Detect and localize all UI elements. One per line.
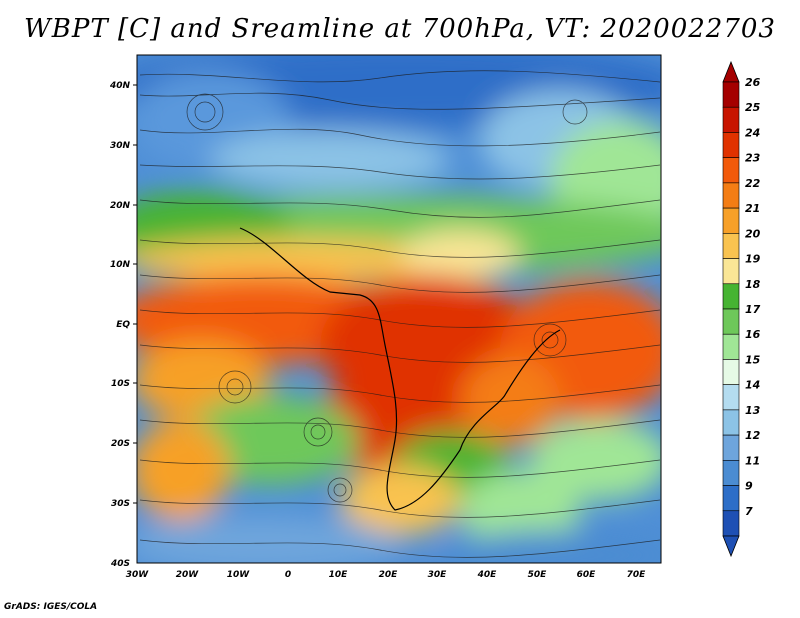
coastline: [239, 227, 561, 511]
lon-label: 10W: [227, 570, 251, 580]
colorbar-box: [722, 359, 740, 385]
lat-label: EQ: [116, 320, 130, 330]
colorbar-label: 23: [745, 152, 761, 165]
lon-label: 70E: [627, 570, 647, 580]
colorbar-label: 9: [745, 480, 753, 493]
colorbar-label: 19: [745, 253, 761, 266]
colorbar-box: [722, 510, 740, 537]
lon-label: 20W: [176, 570, 200, 580]
plot-frame: [136, 54, 662, 564]
colorbar-box: [722, 233, 740, 259]
colorbar-box: [722, 409, 740, 436]
colorbar-top-arrow: [722, 60, 740, 83]
colorbar-box: [722, 207, 740, 234]
colorbar-label: 24: [745, 126, 760, 139]
colorbar-box: [722, 460, 740, 486]
colorbar-box: [722, 308, 740, 335]
lon-label: 60E: [577, 570, 597, 580]
colorbar-boxes: [722, 81, 740, 537]
colorbar-box: [722, 106, 740, 133]
latitude-labels: 40N 30N 20N 10N EQ 10S 20S 30S 40S: [109, 81, 131, 569]
lat-label: 20S: [111, 439, 130, 449]
map-title: WBPT [C] and Sreamline at 700hPa, VT: 20…: [24, 14, 776, 44]
colorbar-box: [722, 333, 740, 360]
colorbar-label: 21: [745, 202, 760, 215]
colorbar-label: 13: [745, 404, 761, 417]
colorbar-box: [722, 434, 740, 461]
colorbar-label: 18: [745, 278, 761, 291]
lat-label: 40N: [109, 81, 131, 91]
colorbar-box: [722, 283, 740, 310]
lon-label: 0: [285, 570, 291, 580]
colorbar-box: [722, 258, 740, 285]
colorbar-label: 17: [745, 303, 761, 316]
colorbar-box: [722, 132, 740, 158]
colorbar-label: 22: [745, 177, 761, 190]
lon-label: 30W: [126, 570, 150, 580]
longitude-labels: 30W 20W 10W 0 10E 20E 30E 40E 50E 60E 70…: [126, 570, 646, 580]
colorbar-label: 11: [745, 454, 760, 467]
lon-label: 50E: [528, 570, 548, 580]
colorbar-box: [722, 157, 740, 184]
colorbar-label: 20: [745, 227, 761, 240]
colorbar-box: [722, 81, 740, 108]
lat-label: 40S: [110, 559, 130, 569]
colorbar-label: 15: [745, 353, 761, 366]
colorbar-bottom-arrow: [722, 535, 740, 558]
colorbar-box: [722, 384, 740, 411]
credit-label: GrADS: IGES/COLA: [4, 602, 98, 612]
colorbar-label: 16: [745, 328, 761, 341]
lat-label: 30S: [111, 499, 130, 509]
lon-label: 10E: [329, 570, 349, 580]
colorbar-label: 25: [745, 101, 761, 114]
colorbar-label: 14: [745, 379, 760, 392]
latitude-ticks: [133, 84, 137, 504]
wbpt-field: [137, 55, 661, 563]
colorbar-label: 26: [745, 76, 761, 89]
lon-label: 40E: [477, 570, 498, 580]
colorbar: 26 25 24 23 22 21 20 19 18 17 16 15 14 13 12 11 9 7: [722, 60, 761, 558]
colorbar-box: [722, 182, 740, 209]
colorbar-label: 12: [745, 429, 761, 442]
colorbar-label: 7: [745, 505, 753, 518]
colorbar-box: [722, 485, 740, 512]
lat-label: 10S: [111, 379, 130, 389]
lat-label: 30N: [110, 141, 131, 151]
lat-label: 10N: [110, 260, 131, 270]
lon-label: 20E: [379, 570, 399, 580]
lon-label: 30E: [428, 570, 448, 580]
lat-label: 20N: [110, 201, 131, 211]
